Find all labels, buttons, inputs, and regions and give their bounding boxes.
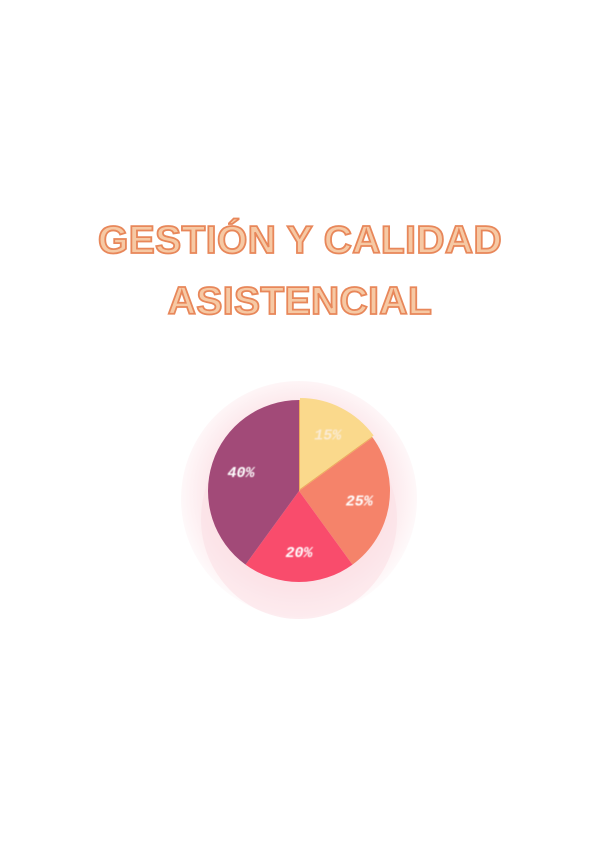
svg-text:25%: 25% [346,494,374,511]
svg-text:20%: 20% [285,545,313,562]
svg-text:40%: 40% [227,465,255,482]
svg-text:15%: 15% [314,428,342,445]
